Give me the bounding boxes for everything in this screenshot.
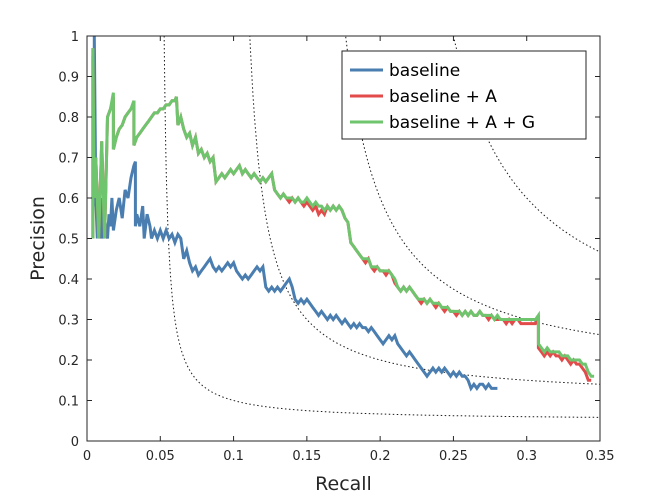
y-tick-label: 1 (71, 30, 79, 45)
y-tick-label: 0.3 (58, 314, 79, 329)
x-tick-label: 0.15 (292, 449, 321, 464)
y-axis-label: Precision (27, 196, 49, 281)
x-tick-label: 0.25 (439, 449, 468, 464)
y-tick-label: 0.1 (58, 395, 79, 410)
x-axis-label: Recall (315, 473, 372, 495)
x-tick-label: 0.35 (586, 449, 615, 464)
iso-f1-curve-2 (249, 36, 600, 385)
iso-f1-curve-3 (345, 36, 600, 336)
y-tick-label: 0.2 (58, 354, 79, 369)
y-tick-label: 0 (71, 435, 79, 450)
x-tick-label: 0.2 (370, 449, 391, 464)
legend-label-2: baseline + A (389, 87, 497, 107)
y-tick-label: 0.5 (58, 233, 79, 248)
x-tick-label: 0.3 (516, 449, 537, 464)
x-tick-label: 0.1 (223, 449, 244, 464)
y-tick-label: 0.9 (58, 71, 79, 86)
x-tick-label: 0 (83, 449, 91, 464)
x-tick-label: 0.05 (146, 449, 175, 464)
y-tick-label: 0.6 (58, 192, 79, 207)
legend-label-3: baseline + A + G (389, 113, 535, 133)
series-line-1 (91, 36, 498, 392)
y-tick-label: 0.4 (58, 273, 79, 288)
series-line-3 (91, 48, 595, 378)
y-axis-ticks: 0 0.1 0.2 0.3 0.4 0.5 0.6 0.7 0.8 0.9 1 (58, 30, 600, 450)
series-lines (91, 36, 595, 392)
iso-f1-curve-1 (163, 36, 600, 418)
legend: baseline baseline + A baseline + A + G (341, 50, 587, 140)
x-axis-ticks: 0 0.05 0.1 0.15 0.2 0.25 0.3 0.35 (83, 36, 615, 464)
y-tick-label: 0.7 (58, 152, 79, 167)
y-tick-label: 0.8 (58, 111, 79, 126)
legend-label-1: baseline (389, 61, 460, 81)
